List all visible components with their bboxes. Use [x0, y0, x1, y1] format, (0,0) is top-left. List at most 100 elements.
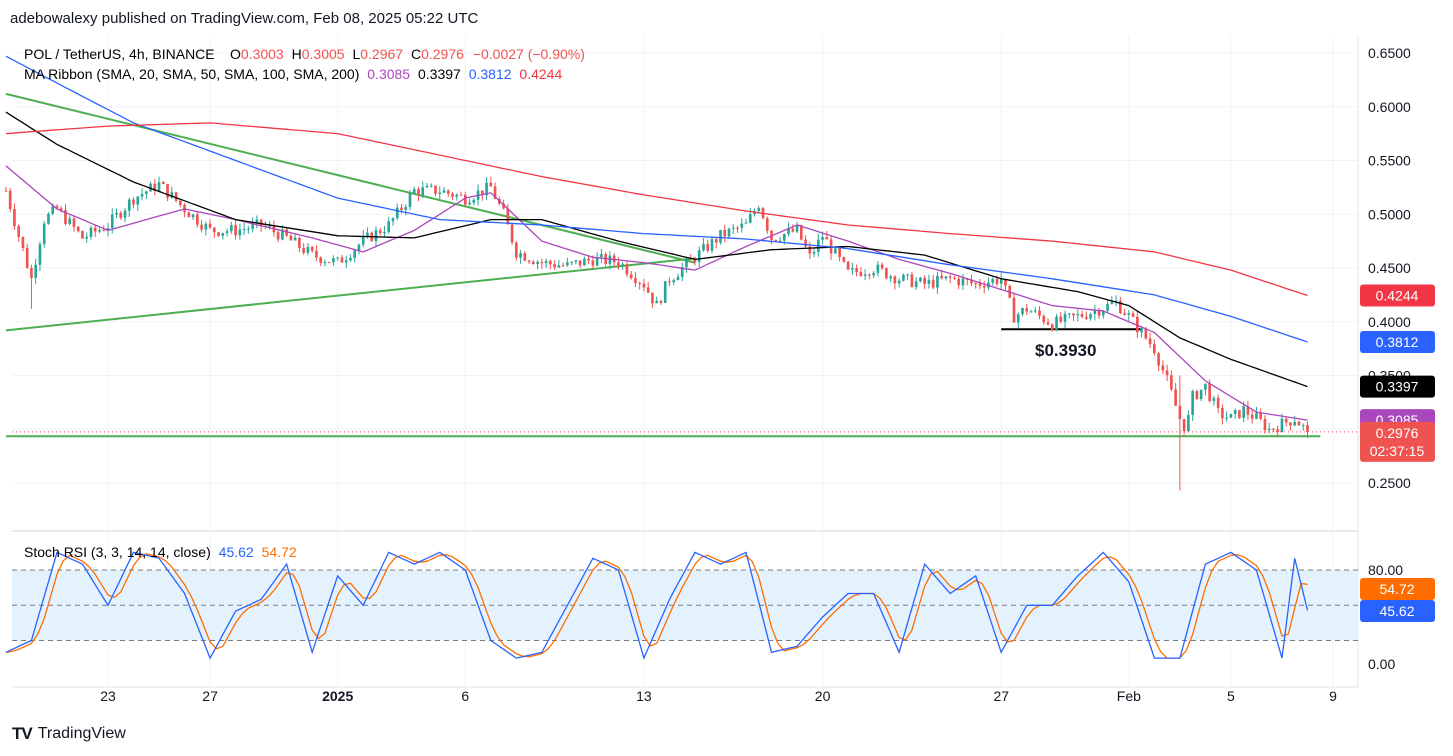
- candle-body: [1191, 391, 1194, 416]
- candle-body: [1195, 391, 1199, 399]
- candle-body: [459, 194, 463, 196]
- candle-body: [310, 246, 314, 251]
- candle-body: [438, 192, 442, 194]
- candle-body: [387, 221, 391, 233]
- candle-body: [412, 189, 416, 194]
- candle-body: [127, 199, 131, 211]
- candle-body: [1259, 413, 1263, 419]
- candle-body: [999, 279, 1003, 284]
- candle-body: [132, 199, 135, 205]
- candle-body: [621, 264, 624, 266]
- candle-body: [276, 232, 280, 240]
- candle-body: [344, 260, 348, 263]
- candle-body: [808, 246, 812, 254]
- candle-body: [931, 279, 935, 288]
- candle-body: [1208, 383, 1211, 402]
- candle-body: [259, 219, 263, 226]
- candle-body: [578, 260, 582, 266]
- candle-body: [1221, 407, 1224, 419]
- candle-body: [646, 287, 650, 293]
- candle-body: [549, 260, 552, 265]
- candle-body: [1289, 422, 1292, 426]
- candle-body: [230, 225, 233, 232]
- candle-body: [1233, 410, 1237, 414]
- candle-body: [281, 229, 284, 240]
- candle-body: [1059, 316, 1063, 322]
- time-tick-label: 5: [1227, 688, 1235, 704]
- trendline: [5, 92, 696, 264]
- candle-body: [89, 227, 93, 237]
- candle-body: [1229, 413, 1233, 418]
- candle-body: [1067, 313, 1071, 315]
- candle-body: [791, 228, 795, 232]
- candle-body: [583, 258, 586, 266]
- candle-body: [1297, 421, 1301, 426]
- candle-body: [434, 185, 437, 194]
- candle-body: [166, 184, 169, 198]
- candle-body: [765, 218, 769, 231]
- candle-body: [391, 218, 395, 222]
- candle-body: [47, 213, 50, 224]
- candle-body: [196, 214, 199, 225]
- sma-100-tag: 0.3812: [1376, 334, 1419, 350]
- time-tick-label: 27: [993, 688, 1009, 704]
- candle-body: [532, 261, 535, 265]
- candle-body: [804, 239, 807, 247]
- candle-body: [98, 229, 101, 232]
- stoch-d-tag: 54.72: [1379, 581, 1414, 597]
- candle-body: [740, 223, 744, 228]
- candle-body: [1157, 353, 1160, 366]
- candle-body: [914, 281, 918, 288]
- candle-body: [293, 237, 297, 241]
- candle-body: [961, 278, 965, 286]
- candle-body: [676, 276, 680, 281]
- candle-body: [795, 225, 799, 232]
- legend-ohlc: O0.3003 H0.3005 L0.2967 C0.2976 −0.0027 …: [230, 46, 585, 62]
- candle-body: [408, 193, 412, 207]
- candle-body: [851, 268, 854, 270]
- candle-body: [208, 223, 212, 228]
- support-annotation: $0.3930: [1035, 341, 1096, 360]
- candle-body: [255, 219, 259, 224]
- candle-body: [349, 257, 352, 261]
- candle-body: [383, 232, 386, 234]
- candle-body: [570, 261, 573, 263]
- stoch-k-tag-bg: [1360, 600, 1435, 622]
- time-tick-label: 9: [1329, 688, 1337, 704]
- candle-body: [285, 229, 288, 236]
- footer-brand: TradingView: [37, 725, 126, 742]
- stoch-k-line: [5, 551, 1309, 661]
- candle-body: [1153, 344, 1156, 354]
- price-tick-label: 0.2500: [1368, 475, 1411, 491]
- candle-body: [685, 258, 688, 268]
- candle-body: [174, 192, 178, 201]
- candle-body: [995, 278, 999, 284]
- candle-body: [502, 203, 505, 209]
- candle-body: [1293, 421, 1297, 426]
- stoch-pane-marks: [5, 551, 1309, 661]
- price-tick-label: 0.6000: [1368, 99, 1411, 115]
- candle-body: [76, 226, 80, 232]
- price-tick-label: 0.4000: [1368, 314, 1411, 330]
- main-pane-marks: [4, 55, 1358, 491]
- candle-body: [655, 300, 659, 304]
- candle-body: [200, 224, 203, 230]
- candle-body: [1029, 311, 1033, 313]
- stoch-d-line: [5, 553, 1308, 659]
- candle-body: [838, 248, 841, 258]
- candle-body: [1055, 316, 1058, 331]
- candle-body: [1272, 428, 1275, 430]
- candle-body: [136, 196, 140, 205]
- candle-body: [1178, 405, 1182, 420]
- candle-body: [425, 185, 429, 188]
- candle-body: [1246, 406, 1250, 415]
- tradingview-footer: TV TradingView: [12, 724, 126, 744]
- candle-body: [885, 268, 888, 279]
- candle-body: [1170, 375, 1173, 390]
- candle-body: [919, 277, 922, 282]
- candle-body: [451, 193, 454, 197]
- candle-body: [561, 265, 565, 267]
- time-tick-label: 20: [815, 688, 831, 704]
- stoch-k-tag: 45.62: [1379, 603, 1414, 619]
